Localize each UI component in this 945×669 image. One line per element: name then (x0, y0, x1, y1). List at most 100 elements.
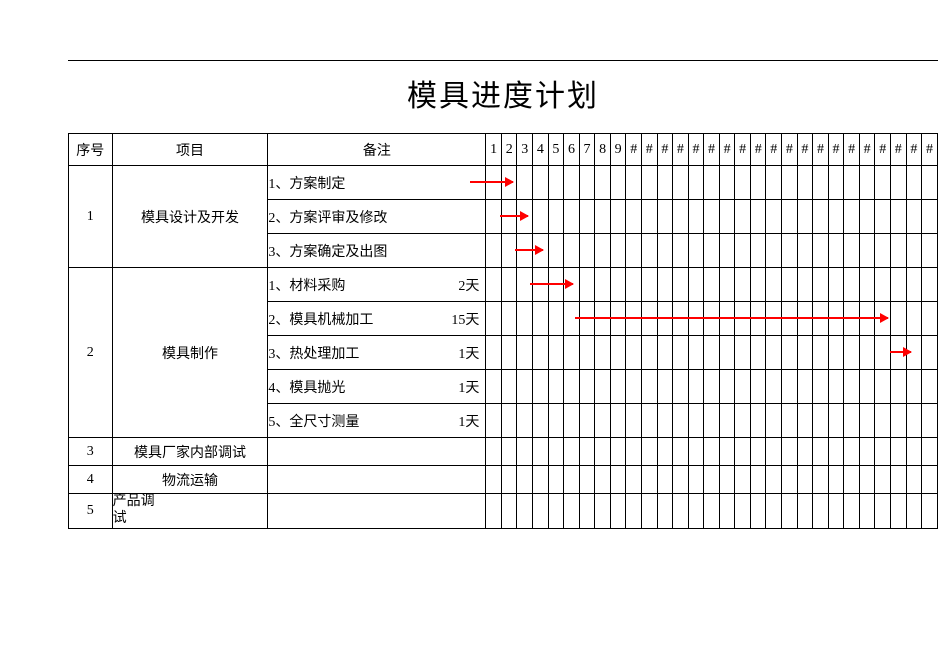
day-cell (688, 166, 704, 200)
day-cell (626, 302, 642, 336)
day-cell (797, 370, 813, 404)
table-row: 4物流运输 (69, 466, 938, 494)
col-header-day: # (641, 134, 657, 166)
day-cell (750, 466, 766, 494)
project-cell: 模具厂家内部调试 (112, 438, 268, 466)
day-cell (517, 336, 533, 370)
day-cell (704, 438, 720, 466)
day-cell (657, 466, 673, 494)
day-cell (704, 404, 720, 438)
day-cell (579, 466, 595, 494)
day-cell (533, 234, 549, 268)
note-cell: 4、模具抛光1天 (268, 370, 486, 404)
day-cell (517, 268, 533, 302)
col-header-day: 8 (595, 134, 611, 166)
day-cell (595, 336, 611, 370)
note-cell: 3、方案确定及出图 (268, 234, 486, 268)
seq-cell: 2 (69, 268, 113, 438)
day-cell (750, 404, 766, 438)
day-cell (735, 166, 751, 200)
day-cell (657, 438, 673, 466)
day-cell (859, 494, 875, 529)
day-cell (750, 494, 766, 529)
day-cell (610, 466, 626, 494)
day-cell (922, 234, 938, 268)
table-row: 3模具厂家内部调试 (69, 438, 938, 466)
day-cell (797, 438, 813, 466)
day-cell (859, 166, 875, 200)
day-cell (813, 200, 829, 234)
day-cell (906, 234, 922, 268)
day-cell (844, 438, 860, 466)
col-header-day: 6 (564, 134, 580, 166)
day-cell (813, 494, 829, 529)
col-header-day: # (704, 134, 720, 166)
day-cell (564, 234, 580, 268)
day-cell (533, 336, 549, 370)
day-cell (533, 200, 549, 234)
note-cell: 2、模具机械加工15天 (268, 302, 486, 336)
day-cell (750, 336, 766, 370)
day-cell (813, 302, 829, 336)
day-cell (828, 200, 844, 234)
day-cell (673, 200, 689, 234)
day-cell (579, 404, 595, 438)
day-cell (844, 370, 860, 404)
day-cell (875, 200, 891, 234)
day-cell (750, 234, 766, 268)
day-cell (735, 234, 751, 268)
seq-cell: 5 (69, 494, 113, 529)
day-cell (688, 494, 704, 529)
day-cell (533, 370, 549, 404)
day-cell (766, 336, 782, 370)
day-cell (564, 494, 580, 529)
day-cell (564, 302, 580, 336)
day-cell (735, 404, 751, 438)
day-cell (766, 234, 782, 268)
day-cell (688, 336, 704, 370)
day-cell (641, 166, 657, 200)
day-cell (890, 268, 906, 302)
day-cell (906, 466, 922, 494)
day-cell (922, 438, 938, 466)
day-cell (486, 370, 502, 404)
col-header-day: # (719, 134, 735, 166)
day-cell (501, 302, 517, 336)
day-cell (797, 404, 813, 438)
day-cell (844, 234, 860, 268)
day-cell (641, 404, 657, 438)
day-cell (657, 200, 673, 234)
day-cell (626, 466, 642, 494)
day-cell (486, 268, 502, 302)
day-cell (517, 234, 533, 268)
day-cell (828, 302, 844, 336)
day-cell (828, 166, 844, 200)
day-cell (564, 466, 580, 494)
day-cell (548, 268, 564, 302)
day-cell (782, 404, 798, 438)
day-cell (641, 370, 657, 404)
note-cell: 2、方案评审及修改 (268, 200, 486, 234)
day-cell (844, 200, 860, 234)
day-cell (626, 404, 642, 438)
day-cell (750, 200, 766, 234)
note-cell (268, 494, 486, 529)
seq-cell: 1 (69, 166, 113, 268)
day-cell (486, 166, 502, 200)
table-body: 1模具设计及开发1、方案制定2、方案评审及修改3、方案确定及出图2模具制作1、材… (69, 166, 938, 529)
day-cell (548, 494, 564, 529)
day-cell (735, 268, 751, 302)
day-cell (813, 234, 829, 268)
col-header-day: # (859, 134, 875, 166)
day-cell (704, 336, 720, 370)
day-cell (704, 268, 720, 302)
col-header-day: # (766, 134, 782, 166)
day-cell (922, 494, 938, 529)
day-cell (766, 438, 782, 466)
day-cell (548, 200, 564, 234)
day-cell (797, 268, 813, 302)
day-cell (626, 166, 642, 200)
col-header-day: 2 (501, 134, 517, 166)
day-cell (579, 234, 595, 268)
day-cell (828, 370, 844, 404)
